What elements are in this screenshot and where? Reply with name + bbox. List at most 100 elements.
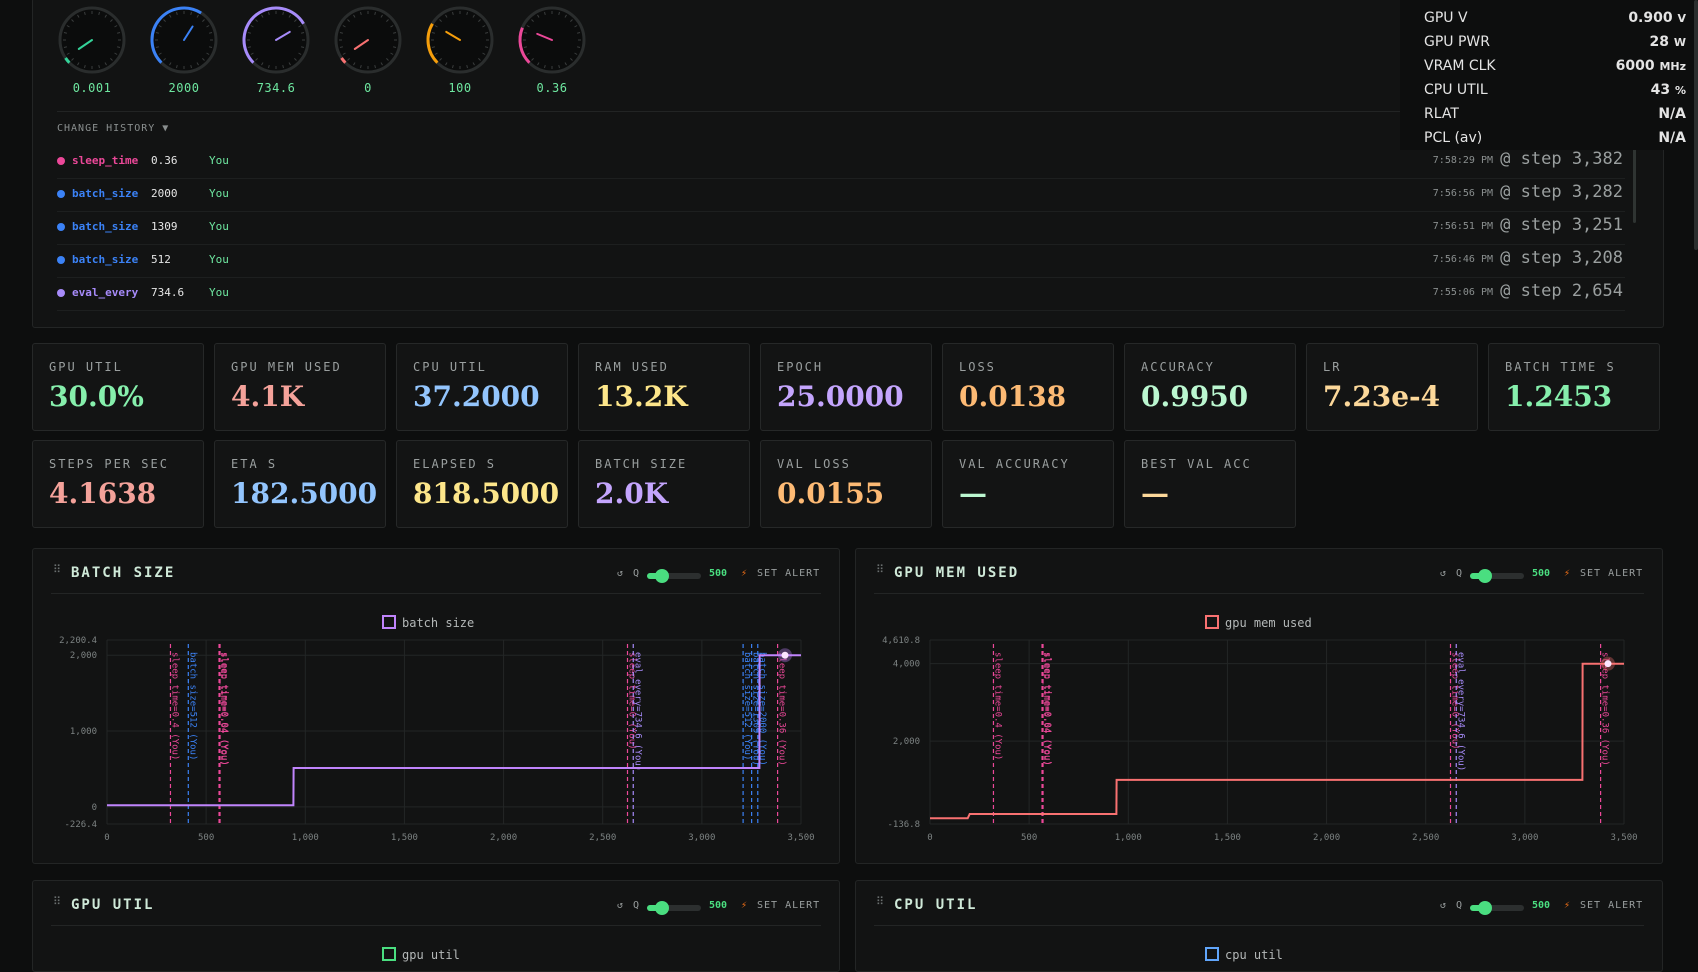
stat-label: GPU PWR [1424,34,1491,50]
slider-fill [647,905,661,911]
chart-legend[interactable]: cpu util [1205,947,1283,962]
hardware-stat-row: VRAM CLK 6000 MHz [1424,58,1686,82]
reset-zoom-icon[interactable]: ↺ [617,900,624,911]
set-alert-button[interactable]: SET ALERT [1580,568,1644,579]
page-scrollbar[interactable] [1694,0,1698,250]
metric-label: GPU UTIL [49,360,123,374]
stat-value: 0.900 V [1628,10,1686,26]
stat-unit: % [1674,84,1686,97]
metric-label: GPU MEM USED [231,360,342,374]
alert-bolt-icon[interactable]: ⚡ [741,568,748,579]
chart-legend[interactable]: gpu mem used [1205,615,1312,630]
window-value: 500 [1532,900,1551,911]
change-history-toggle[interactable]: CHANGE HISTORY ▼ [57,123,170,134]
set-alert-button[interactable]: SET ALERT [1580,900,1644,911]
stat-label: RLAT [1424,106,1459,122]
legend-label: cpu util [1225,948,1283,962]
window-slider[interactable] [1470,569,1524,583]
slider-handle[interactable] [655,901,669,915]
metric-card: LR 7.23e-4 [1306,343,1478,431]
history-param: eval_every [72,286,139,299]
metric-label: RAM USED [595,360,669,374]
metric-value: 37.2000 [413,380,540,413]
stat-value: 6000 MHz [1616,58,1686,74]
history-time: 7:55:06 PM [1432,287,1493,298]
legend-label: gpu util [402,948,460,962]
stat-number: N/A [1658,130,1686,146]
divider [874,593,1644,594]
chart-title: GPU MEM USED [894,565,1020,581]
legend-swatch [382,947,396,961]
slider-handle[interactable] [1478,901,1492,915]
history-row[interactable]: batch_size 512 You 7:56:46 PM @ step 3,208 [57,244,1625,278]
drag-handle-icon[interactable]: ⠿ [53,895,62,908]
alert-bolt-icon[interactable]: ⚡ [1564,900,1571,911]
history-user: You [209,187,229,200]
stat-number: N/A [1658,106,1686,122]
history-value: 734.6 [151,286,185,299]
chart-title: BATCH SIZE [71,565,176,581]
history-row[interactable]: eval_every 734.6 You 7:55:06 PM @ step 2,654 [57,277,1625,311]
set-alert-button[interactable]: SET ALERT [757,900,821,911]
gauge-value: 100 [448,81,472,95]
metric-value: 13.2K [595,380,688,413]
chart-panel: ⠿ GPU UTIL ↺ Q 500 ⚡ SET ALERT gpu util [32,880,840,972]
stat-unit: W [1673,36,1686,49]
set-alert-button[interactable]: SET ALERT [757,568,821,579]
window-slider[interactable] [647,901,701,915]
reset-zoom-icon[interactable]: ↺ [1440,568,1447,579]
metric-card: BEST VAL ACC — [1124,440,1296,528]
stat-number: 43 [1650,82,1671,98]
slider-handle[interactable] [1478,569,1492,583]
stat-value: N/A [1658,106,1686,122]
metric-value: 7.23e-4 [1323,380,1441,413]
drag-handle-icon[interactable]: ⠿ [876,895,885,908]
stat-label: CPU UTIL [1424,82,1488,98]
metric-label: ETA S [231,457,278,471]
history-row[interactable]: sleep_time 0.36 You 7:58:29 PM @ step 3,382 [57,145,1625,179]
history-param: sleep_time [72,154,139,167]
history-value: 2000 [151,187,178,200]
chart-controls: ↺ Q 500 ⚡ SET ALERT [617,565,821,585]
metric-label: BATCH SIZE [595,457,688,471]
history-row[interactable]: batch_size 2000 You 7:56:56 PM @ step 3,282 [57,178,1625,212]
metric-card: GPU MEM USED 4.1K [214,343,386,431]
gauge: 0.36 [515,5,589,95]
window-slider[interactable] [647,569,701,583]
slider-handle[interactable] [655,569,669,583]
smoothing-label: Q [1456,568,1463,579]
alert-bolt-icon[interactable]: ⚡ [1564,568,1571,579]
stat-value: N/A [1658,130,1686,146]
alert-bolt-icon[interactable]: ⚡ [741,900,748,911]
window-slider[interactable] [1470,901,1524,915]
history-param: batch_size [72,220,139,233]
legend-swatch [382,615,396,629]
metric-value: 0.0138 [959,380,1067,413]
param-color-dot [57,190,65,198]
history-row[interactable]: batch_size 1309 You 7:56:51 PM @ step 3,251 [57,211,1625,245]
metric-value: 25.0000 [777,380,904,413]
metric-value: 1.2453 [1505,380,1613,413]
chart-legend[interactable]: gpu util [382,947,460,962]
history-step: @ step 3,282 [1500,182,1623,202]
reset-zoom-icon[interactable]: ↺ [1440,900,1447,911]
metric-label: VAL ACCURACY [959,457,1070,471]
param-color-dot [57,157,65,165]
metric-label: ELAPSED S [413,457,497,471]
history-scrollbar[interactable] [1633,147,1636,223]
gauge: 0 [331,5,405,95]
stat-label: VRAM CLK [1424,58,1496,74]
hardware-stats-overlay: GPU V 0.900 V GPU PWR 28 W VRAM CLK 6000 MHz C… [1400,0,1698,150]
metric-label: EPOCH [777,360,824,374]
metric-value: 30.0% [49,380,144,413]
reset-zoom-icon[interactable]: ↺ [617,568,624,579]
metric-label: BEST VAL ACC [1141,457,1252,471]
smoothing-label: Q [633,568,640,579]
chart-legend[interactable]: batch size [382,615,474,630]
gauge: 0.001 [55,5,129,95]
gauge-value: 0.36 [536,81,568,95]
gauge-dial-icon [426,6,494,74]
drag-handle-icon[interactable]: ⠿ [53,563,62,576]
drag-handle-icon[interactable]: ⠿ [876,563,885,576]
history-user: You [209,286,229,299]
